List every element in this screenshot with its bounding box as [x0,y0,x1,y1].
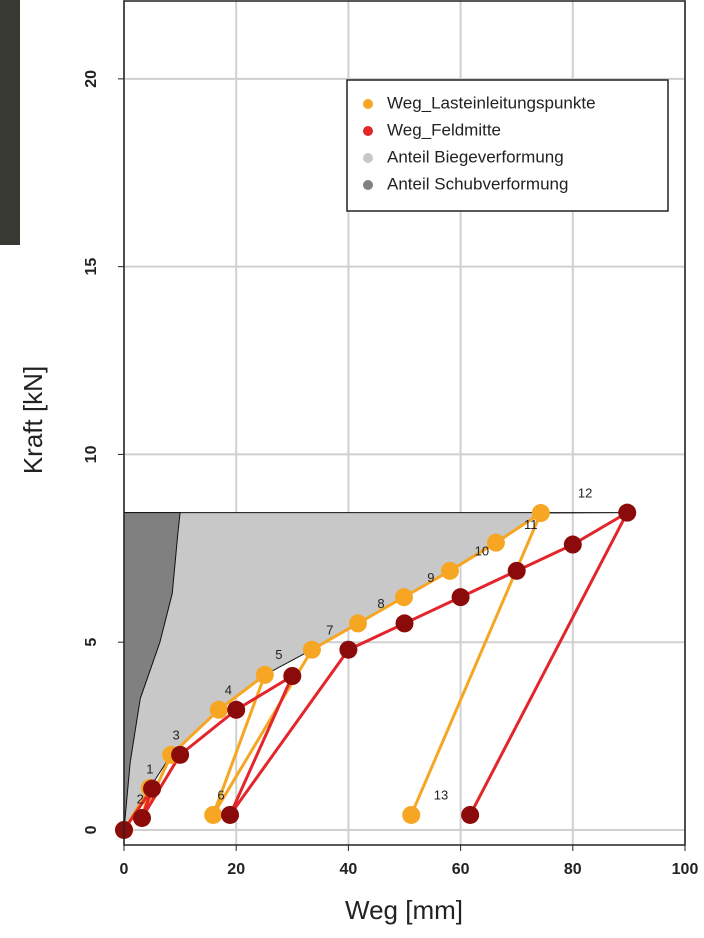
x-tick-label: 40 [340,861,358,878]
photo-fragment [0,0,20,245]
point [563,535,582,554]
legend-label: Weg_Lasteinleitungspunkte [387,93,596,112]
point [440,561,459,580]
area [123,512,629,832]
legend-marker [363,180,373,190]
point [171,745,190,764]
point-label: 9 [427,570,434,585]
point-label: 1 [146,761,153,776]
point-label: 8 [377,596,384,611]
legend-label: Weg_Feldmitte [387,120,501,139]
x-tick-label: 60 [452,861,470,878]
y-tick-label: 5 [83,638,100,647]
x-tick-label: 100 [672,861,699,878]
point-label: 10 [475,544,489,559]
y-tick-label: 15 [83,258,100,276]
legend-marker [363,99,373,109]
legend-box [346,79,669,212]
y-tick-label: 20 [83,70,100,88]
point [209,700,228,719]
y-tick-label: 10 [83,445,100,463]
point [204,805,223,824]
point [339,640,358,659]
point [143,779,162,798]
point [221,805,240,824]
point-label: 5 [275,647,282,662]
point [227,700,246,719]
legend-label: Anteil Biegeverformung [387,147,564,166]
point-label: 2 [137,791,144,806]
point-label: 11 [524,517,538,532]
point [302,640,321,659]
point [461,805,480,824]
point-label: 4 [225,682,232,697]
legend-marker [363,126,373,136]
point [486,533,505,552]
x-tick-label: 20 [227,861,245,878]
legend-marker [363,153,373,163]
point-label: 12 [578,485,592,500]
point-label: 6 [217,788,224,803]
point [283,667,302,685]
x-axis-title: Weg [mm] [345,895,463,925]
point [394,588,413,607]
y-tick-label: 0 [83,825,100,834]
point-label: 13 [434,788,448,803]
plot-frame [123,0,686,846]
point [255,665,274,684]
x-tick-label: 80 [564,861,582,878]
area [123,512,181,831]
point [132,808,151,827]
legend-label: Anteil Schubverformung [387,174,568,193]
y-axis-title: Kraft [kN] [18,366,48,474]
point [348,614,367,633]
point-label: 7 [326,622,333,637]
point [402,805,421,824]
series-line [122,508,631,831]
point [507,561,526,580]
point [618,503,637,522]
point-label: 3 [173,728,180,743]
point [531,504,550,523]
point [395,614,414,633]
point [451,588,470,607]
x-tick-label: 0 [120,861,129,878]
